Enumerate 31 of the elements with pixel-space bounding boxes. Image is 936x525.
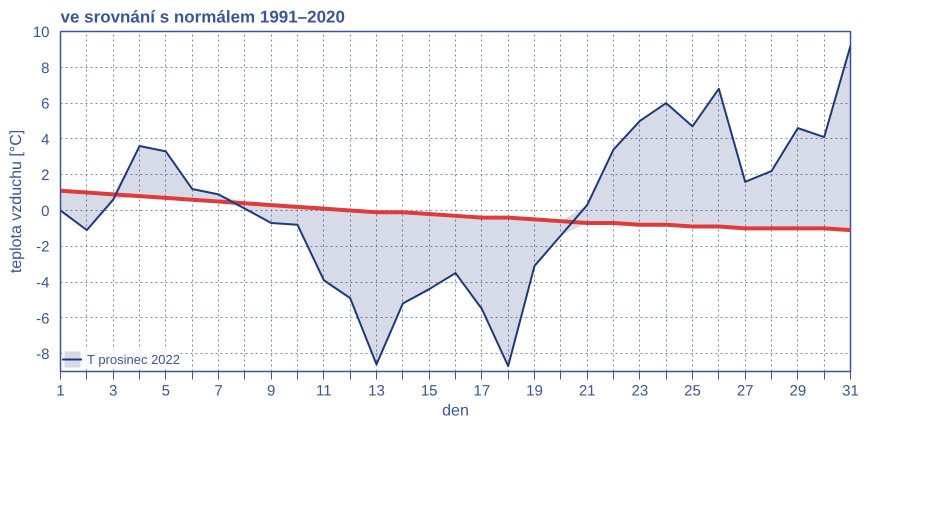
line-series [60, 188, 850, 232]
y-tick-label: 2 [41, 167, 50, 184]
x-tick-label: 5 [162, 382, 170, 400]
y-tick-label: -6 [36, 310, 50, 328]
y-tick-label: 4 [41, 131, 50, 148]
y-tick-label: 10 [32, 24, 50, 41]
y-axis-title: teplota vzduchu [°C] [8, 130, 25, 274]
x-axis-title: den [442, 402, 469, 420]
y-tick-label: 0 [41, 202, 50, 220]
y-tick-label: 8 [41, 60, 50, 77]
chart-title: ve srovnání s normálem 1991–2020 [60, 8, 345, 26]
x-tick-label: 23 [631, 382, 648, 400]
x-tick-label: 17 [473, 382, 490, 400]
x-tick-label: 29 [789, 382, 806, 400]
y-tick-label: -4 [36, 274, 50, 292]
y-tick-label: -2 [36, 238, 50, 256]
y-tick-label: -8 [36, 346, 50, 364]
x-tick-label: 9 [266, 382, 276, 400]
x-tick-label: 27 [736, 382, 754, 400]
x-tick-label: 1 [56, 382, 65, 400]
x-tick-label: 15 [420, 382, 438, 400]
x-tick-label: 7 [214, 382, 223, 400]
x-tick-label: 13 [368, 382, 385, 400]
x-tick-label: 25 [684, 382, 701, 400]
y-tick-label: 6 [41, 96, 50, 113]
legend-label: T prosinec 2022 [87, 352, 180, 366]
x-tick-label: 19 [526, 382, 543, 400]
x-tick-label: 31 [842, 382, 859, 400]
x-tick-label: 21 [578, 382, 596, 400]
x-tick-label: 11 [316, 382, 332, 400]
x-tick-label: 3 [108, 382, 118, 400]
